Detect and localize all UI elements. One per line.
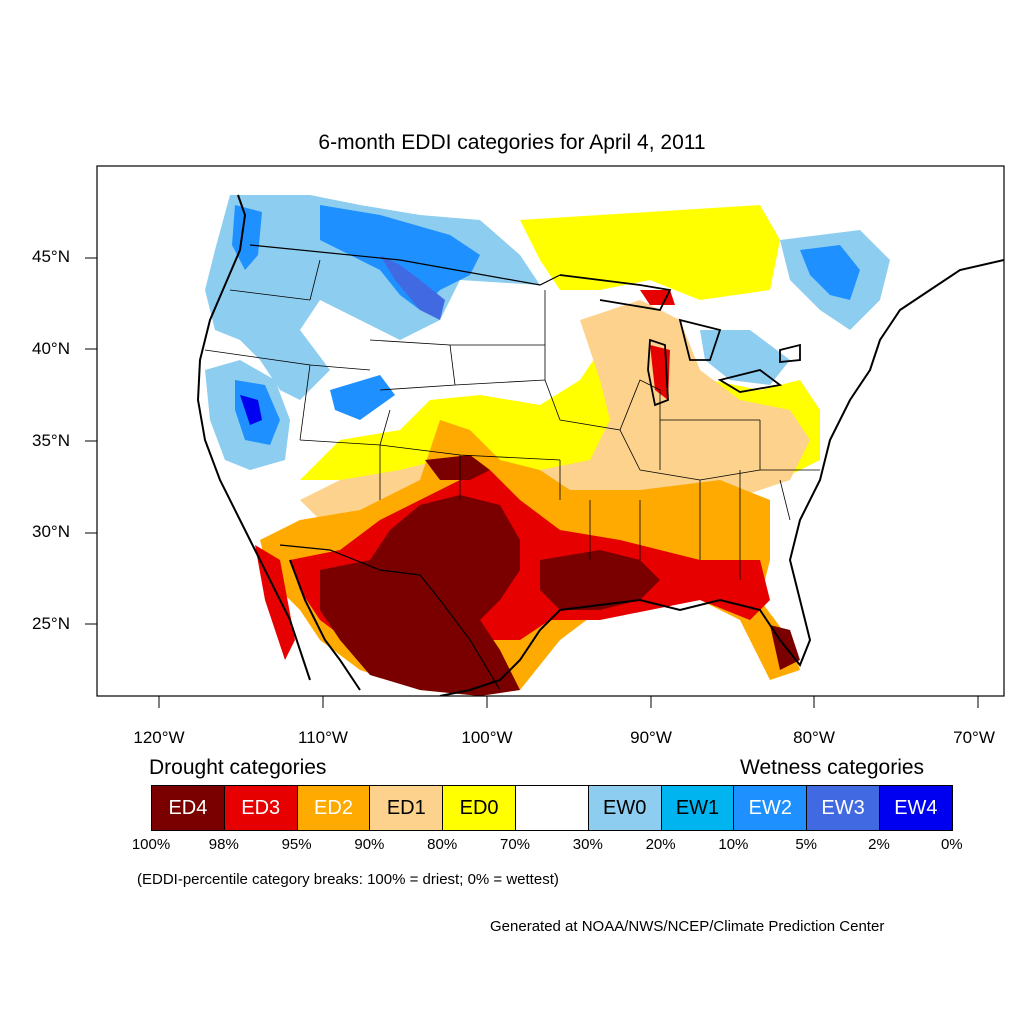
- legend-box-ew2: EW2: [733, 785, 808, 831]
- legend-box-ew1: EW1: [660, 785, 735, 831]
- lon-label-120: 120°W: [133, 728, 185, 747]
- legend-box-ed2: ED2: [296, 785, 371, 831]
- map-frame: [96, 165, 1005, 697]
- lat-label-45: 45°N: [32, 247, 70, 266]
- credit-line: Generated at NOAA/NWS/NCEP/Climate Predi…: [490, 918, 885, 935]
- coastline: [196, 194, 1004, 696]
- percentile-label: 100%: [131, 836, 171, 853]
- percentile-label: 90%: [354, 836, 385, 853]
- wet-nw-core: [320, 205, 480, 310]
- lon-label-100: 100°W: [461, 728, 513, 747]
- percentile-label: 30%: [572, 836, 603, 853]
- lon-label-80: 80°W: [793, 728, 835, 747]
- state-borders: [204, 259, 820, 580]
- percentile-note: (EDDI-percentile category breaks: 100% =…: [137, 871, 559, 888]
- legend-box-ed1: ED1: [369, 785, 444, 831]
- lat-label-35: 35°N: [32, 431, 70, 450]
- legend-box-ew3: EW3: [806, 785, 880, 831]
- wet-nw-deep: [380, 255, 445, 320]
- percentile-label: 70%: [499, 836, 531, 853]
- legend-box-ed0: ED0: [442, 785, 516, 831]
- wet-utah: [330, 375, 395, 420]
- legend-box-ew4: EW4: [879, 785, 953, 831]
- lat-label-40: 40°N: [32, 339, 70, 358]
- wetness-heading: Wetness categories: [740, 756, 925, 779]
- ed4-nm: [425, 455, 490, 480]
- percentile-label: 95%: [281, 836, 312, 853]
- wet-ne-core: [800, 245, 860, 300]
- border-canada: [249, 244, 561, 286]
- tick-marks: [85, 257, 979, 708]
- lat-label-25: 25°N: [32, 614, 70, 633]
- ed3-up: [640, 290, 675, 305]
- legend-box-ed3: ED3: [223, 785, 298, 831]
- ed4-texas: [320, 495, 520, 696]
- percentile-label: 98%: [208, 836, 239, 853]
- ed0-north: [520, 205, 780, 300]
- percentile-label: 10%: [718, 836, 749, 853]
- percentile-label: 20%: [645, 836, 676, 853]
- wet-gb-deep: [240, 395, 262, 425]
- percentile-label: 80%: [427, 836, 458, 853]
- drought-heading: Drought categories: [149, 756, 327, 779]
- ed3-baja: [255, 545, 295, 660]
- lon-label-110: 110°W: [298, 728, 348, 747]
- great-lakes: [559, 274, 801, 407]
- page-title: 6-month EDDI categories for April 4, 201…: [318, 131, 706, 154]
- border-mexico: [279, 544, 501, 691]
- ed4-gulf: [540, 550, 660, 610]
- lat-label-30: 30°N: [32, 522, 70, 541]
- wet-coast-wa: [232, 205, 262, 270]
- legend-box-neutral: [515, 785, 589, 831]
- wet-ontario: [700, 330, 790, 385]
- lon-label-70: 70°W: [953, 728, 995, 747]
- legend-box-ew0: EW0: [587, 785, 662, 831]
- percentile-label: 0%: [940, 836, 963, 853]
- percentile-label: 5%: [795, 836, 818, 853]
- percentile-label: 2%: [868, 836, 890, 853]
- lon-label-90: 90°W: [630, 728, 672, 747]
- legend-box-ed4: ED4: [151, 785, 225, 831]
